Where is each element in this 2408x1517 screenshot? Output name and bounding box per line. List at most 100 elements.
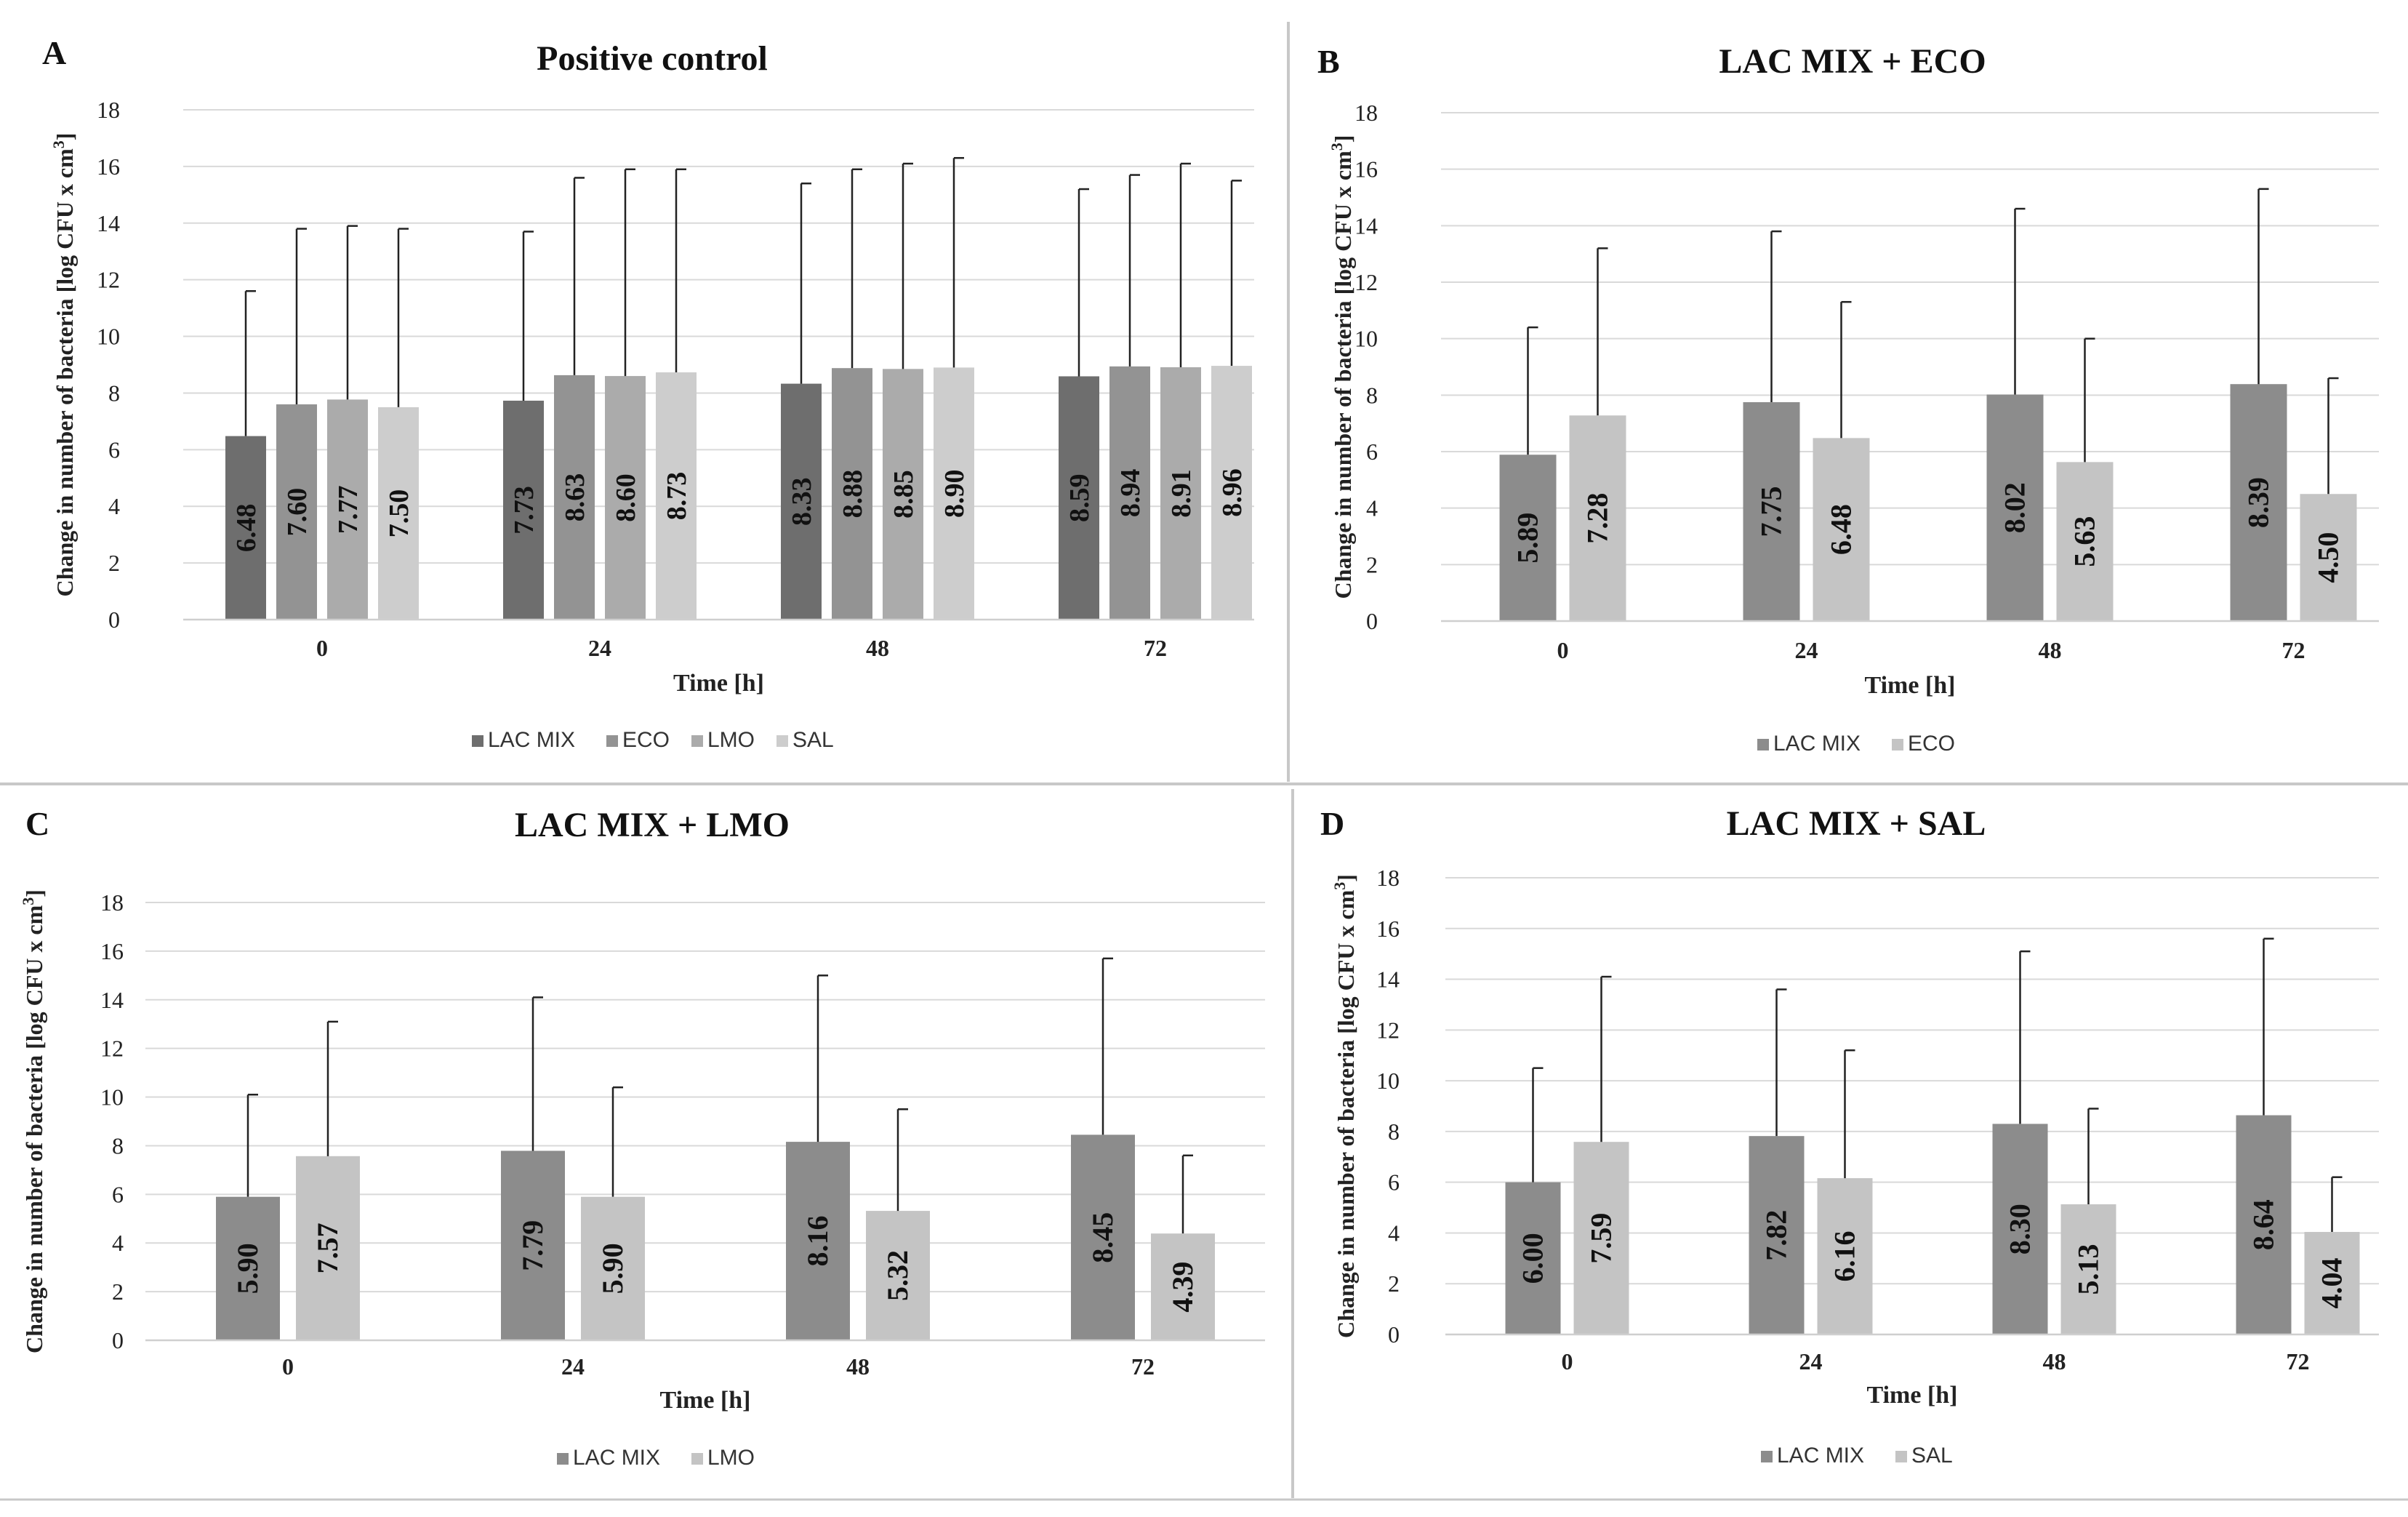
bar: [1160, 367, 1201, 620]
y-tick-label: 2: [108, 550, 120, 576]
x-tick-label: 72: [2287, 1348, 2310, 1374]
y-tick-label: 16: [100, 938, 124, 964]
bar: [1986, 394, 2044, 621]
y-tick-label: 18: [100, 889, 124, 916]
bar-value-label: 5.32: [881, 1250, 914, 1301]
y-tick-label: 16: [1354, 156, 1378, 183]
x-tick-label: 0: [282, 1353, 294, 1380]
x-tick-label: 72: [1144, 635, 1167, 661]
bar: [503, 400, 544, 620]
x-tick-label: 0: [1562, 1348, 1573, 1374]
legend-label: LAC MIX: [1777, 1444, 1864, 1468]
y-tick-label: 18: [1354, 100, 1378, 126]
y-tick-label: 6: [1388, 1169, 1400, 1196]
x-tick-label: 72: [1131, 1353, 1155, 1380]
y-tick-label: 0: [1366, 608, 1378, 634]
y-tick-label: 14: [100, 987, 124, 1013]
legend-swatch: [1761, 1451, 1773, 1462]
bar: [1569, 415, 1626, 621]
x-tick-label: 48: [2043, 1348, 2066, 1374]
bar: [1499, 455, 1557, 621]
x-axis-title-c: Time [h]: [660, 1387, 751, 1414]
x-tick-label: 0: [1557, 637, 1569, 663]
bar: [2300, 494, 2357, 621]
bar-value-label: 8.33: [787, 478, 817, 527]
bar-value-label: 7.59: [1585, 1213, 1618, 1264]
bar-value-label: 8.91: [1166, 469, 1197, 518]
y-tick-label: 8: [112, 1132, 124, 1158]
legend-label: LAC MIX: [573, 1446, 660, 1470]
legend-swatch: [1895, 1451, 1907, 1462]
bar: [656, 372, 697, 620]
bar-value-label: 8.45: [1086, 1212, 1119, 1263]
y-tick-label: 12: [97, 267, 120, 293]
y-tick-label: 14: [97, 210, 120, 236]
bar: [1151, 1233, 1215, 1340]
legend-item: ECO: [1892, 732, 1955, 756]
bar-value-label: 8.63: [560, 473, 590, 522]
y-tick-label: 8: [1366, 382, 1378, 408]
bar-value-label: 7.73: [509, 486, 539, 535]
legend-swatch: [1757, 739, 1769, 751]
y-tick-label: 6: [1366, 439, 1378, 465]
x-tick-label: 48: [2039, 637, 2062, 663]
legend-label: ECO: [1908, 732, 1955, 756]
bar: [883, 369, 923, 620]
bar: [1817, 1178, 1873, 1334]
y-axis-title-a: Change in number of bacteria [log CFU x …: [49, 133, 79, 597]
bar: [866, 1211, 930, 1340]
panel-letter-a: A: [42, 34, 66, 71]
bar: [378, 407, 419, 620]
bar: [781, 383, 822, 620]
x-tick-label: 48: [846, 1353, 870, 1380]
bar: [832, 368, 872, 620]
bar-value-label: 8.16: [801, 1216, 834, 1267]
bar: [1573, 1142, 1629, 1334]
bar: [1505, 1182, 1561, 1334]
panel-letter-c: C: [25, 805, 49, 842]
bar-value-label: 8.85: [888, 470, 919, 519]
x-axis-title-b: Time [h]: [1865, 672, 1956, 699]
y-axis-title-b: Change in number of bacteria [log CFU x …: [1328, 135, 1357, 599]
y-tick-label: 8: [1388, 1118, 1400, 1145]
y-axis-title-c: Change in number of bacteria [log CFU x …: [19, 889, 48, 1353]
legend-label: LMO: [707, 728, 755, 752]
bar-value-label: 5.63: [2068, 516, 2101, 567]
bar: [327, 399, 368, 620]
bar-value-label: 6.00: [1517, 1233, 1549, 1284]
bar: [501, 1150, 565, 1340]
bar-value-label: 7.50: [384, 489, 414, 538]
bar: [216, 1196, 280, 1340]
y-tick-label: 6: [108, 436, 120, 463]
bar-value-label: 8.88: [838, 470, 868, 519]
bar: [225, 436, 266, 620]
bar-value-label: 7.75: [1755, 487, 1788, 537]
legend-swatch: [691, 735, 703, 747]
legend-label: LMO: [707, 1446, 755, 1470]
y-tick-label: 10: [1376, 1068, 1400, 1094]
legend-swatch: [1892, 739, 1903, 751]
legend-item: SAL: [1895, 1444, 1953, 1468]
y-tick-label: 18: [97, 97, 120, 123]
y-tick-label: 4: [1366, 495, 1378, 521]
y-tick-label: 8: [108, 380, 120, 406]
y-tick-label: 10: [1354, 326, 1378, 352]
y-tick-label: 0: [1388, 1321, 1400, 1348]
x-tick-label: 0: [316, 635, 328, 661]
bar-value-label: 6.16: [1829, 1231, 1861, 1282]
bar: [2056, 462, 2114, 621]
y-tick-label: 4: [1388, 1220, 1400, 1246]
bar: [605, 376, 646, 620]
legend-b: LAC MIX ECO: [1757, 732, 1955, 756]
bar: [1059, 376, 1099, 620]
bar-value-label: 8.64: [2247, 1199, 2280, 1250]
bar: [934, 367, 974, 620]
bar: [554, 375, 595, 620]
bar: [1211, 366, 1252, 620]
legend-item: LMO: [691, 1446, 755, 1470]
bar-value-label: 4.39: [1166, 1262, 1199, 1313]
y-axis-title-d: Change in number of bacteria [log CFU x …: [1331, 874, 1360, 1338]
